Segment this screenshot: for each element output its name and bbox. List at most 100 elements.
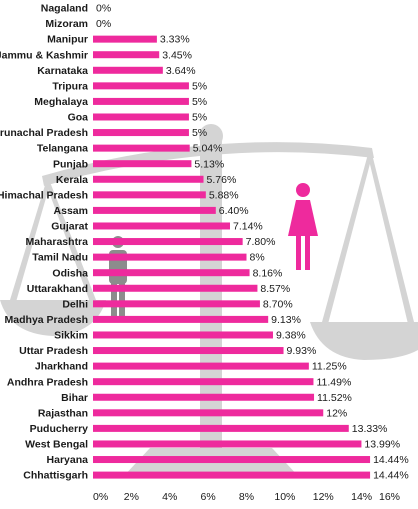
value-label-jharkhand: 11.25% <box>312 361 347 373</box>
category-label-jharkhand: Jharkhand <box>35 361 88 373</box>
bar-meghalaya <box>93 97 189 105</box>
male-figure-icon <box>109 236 127 320</box>
value-label-bihar: 11.52% <box>317 392 352 404</box>
x-tick-label: 6% <box>201 491 216 503</box>
category-label-puducherry: Puducherry <box>30 423 89 435</box>
bar-jammu-and-kashmir <box>93 51 160 59</box>
category-label-chhattisgarh: Chhattisgarh <box>23 470 88 482</box>
bar-tamil-nadu <box>93 253 247 261</box>
bar-bihar <box>93 393 315 401</box>
value-label-telangana: 5.04% <box>193 143 223 155</box>
x-tick-label: 8% <box>239 491 254 503</box>
value-label-meghalaya: 5% <box>192 96 207 108</box>
x-tick-label: 10% <box>274 491 295 503</box>
value-label-delhi: 8.70% <box>263 298 293 310</box>
value-label-west-bengal: 13.99% <box>364 439 400 451</box>
x-tick-label: 0% <box>93 491 108 503</box>
bar-karnataka <box>93 66 163 74</box>
bar-jharkhand <box>93 362 309 370</box>
value-label-sikkim: 9.38% <box>276 330 306 342</box>
value-label-uttarakhand: 8.57% <box>260 283 290 295</box>
category-label-tamil-nadu: Tamil Nadu <box>32 252 88 264</box>
bar-goa <box>93 113 189 121</box>
category-label-assam: Assam <box>54 205 88 217</box>
value-label-madhya-pradesh: 9.13% <box>271 314 301 326</box>
category-label-goa: Goa <box>68 112 89 124</box>
category-label-tripura: Tripura <box>52 80 88 92</box>
x-tick-label: 4% <box>162 491 177 503</box>
bar-maharashtra <box>93 238 243 246</box>
value-label-karnataka: 3.64% <box>166 65 196 77</box>
value-label-assam: 6.40% <box>219 205 249 217</box>
value-label-tripura: 5% <box>192 80 207 92</box>
value-label-maharashtra: 7.80% <box>246 236 276 248</box>
bar-assam <box>93 206 216 214</box>
category-label-odisha: Odisha <box>52 267 88 279</box>
value-label-tamil-nadu: 8% <box>250 252 265 264</box>
value-label-uttar-pradesh: 9.93% <box>287 345 317 357</box>
female-figure-icon <box>288 183 318 270</box>
value-label-puducherry: 13.33% <box>352 423 388 435</box>
category-label-west-bengal: West Bengal <box>25 439 88 451</box>
category-label-uttar-pradesh: Uttar Pradesh <box>19 345 88 357</box>
value-label-arunachal-pradesh: 5% <box>192 127 207 139</box>
value-label-gujarat: 7.14% <box>233 221 263 233</box>
value-labels: 0% 0% 3.33% 3.45% 3.64% 5% 5% 5% 5% 5.04% 5.13% 5.7… <box>96 3 409 482</box>
category-label-gujarat: Gujarat <box>51 221 88 233</box>
x-tick-label: 2% <box>124 491 139 503</box>
bar-andhra-pradesh <box>93 378 314 386</box>
bar-gujarat <box>93 222 230 230</box>
value-label-mizoram: 0% <box>96 18 111 30</box>
bar-manipur <box>93 35 157 43</box>
category-label-karnataka: Karnataka <box>37 65 88 77</box>
bar-uttar-pradesh <box>93 347 284 355</box>
value-label-punjab: 5.13% <box>194 158 224 170</box>
category-label-kerala: Kerala <box>56 174 88 186</box>
category-label-himachal-pradesh: Himachal Pradesh <box>0 189 88 201</box>
bar-puducherry <box>93 424 349 432</box>
value-label-andhra-pradesh: 11.49% <box>316 376 351 388</box>
category-label-delhi: Delhi <box>62 298 88 310</box>
bar-punjab <box>93 160 192 168</box>
bar-uttarakhand <box>93 284 258 292</box>
value-label-himachal-pradesh: 5.88% <box>209 189 239 201</box>
category-label-madhya-pradesh: Madhya Pradesh <box>5 314 88 326</box>
value-label-chhattisgarh: 14.44% <box>373 470 409 482</box>
x-tick-label: 12% <box>313 491 334 503</box>
category-label-mizoram: Mizoram <box>45 18 88 30</box>
bar-haryana <box>93 456 371 464</box>
category-label-maharashtra: Maharashtra <box>26 236 89 248</box>
bar-rajasthan <box>93 409 324 417</box>
category-label-arunachal-pradesh: Arunachal Pradesh <box>0 127 88 139</box>
bar-chhattisgarh <box>93 471 371 479</box>
category-label-andhra-pradesh: Andhra Pradesh <box>7 376 88 388</box>
bar-madhya-pradesh <box>93 315 269 323</box>
category-label-telangana: Telangana <box>37 143 88 155</box>
bar-sikkim <box>93 331 273 339</box>
x-axis: 0% 2% 4% 6% 8% 10% 12% 14% 16% <box>93 491 400 503</box>
category-label-uttarakhand: Uttarakhand <box>27 283 88 295</box>
bar-delhi <box>93 300 260 308</box>
category-label-punjab: Punjab <box>53 158 88 170</box>
bar-arunachal-pradesh <box>93 129 189 137</box>
bar-himachal-pradesh <box>93 191 206 199</box>
category-label-sikkim: Sikkim <box>54 330 88 342</box>
x-tick-label: 14% <box>351 491 372 503</box>
bars-group <box>93 35 371 479</box>
value-label-rajasthan: 12% <box>326 407 347 419</box>
value-label-manipur: 3.33% <box>160 34 190 46</box>
category-label-rajasthan: Rajasthan <box>38 407 88 419</box>
bar-odisha <box>93 269 250 277</box>
category-label-jammu-and-kashmir: Jammu & Kashmir <box>0 49 88 61</box>
bar-kerala <box>93 175 204 183</box>
bar-telangana <box>93 144 190 152</box>
category-label-bihar: Bihar <box>61 392 88 404</box>
category-label-haryana: Haryana <box>47 454 89 466</box>
category-labels: Nagaland Mizoram Manipur Jammu & Kashmir Kar… <box>0 3 88 482</box>
category-label-manipur: Manipur <box>47 34 88 46</box>
value-label-haryana: 14.44% <box>373 454 409 466</box>
category-label-meghalaya: Meghalaya <box>34 96 88 108</box>
value-label-nagaland: 0% <box>96 3 111 15</box>
value-label-jammu-and-kashmir: 3.45% <box>162 49 192 61</box>
